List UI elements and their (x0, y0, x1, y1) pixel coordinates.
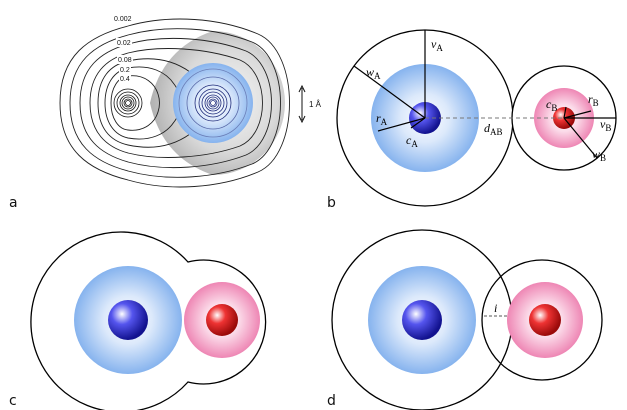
panel-label-c: c (9, 393, 17, 409)
panel-c-diagram (31, 232, 266, 410)
panel-label-a: a (9, 195, 18, 211)
atom-b-core (529, 304, 561, 336)
atom-a-core (108, 300, 148, 340)
contour-label-0: 0.002 (114, 16, 132, 23)
contour-label-3: 0.2 (120, 67, 130, 74)
panel-d-diagram: i (332, 230, 602, 410)
atom-a-core (402, 300, 442, 340)
left-atom-contours (114, 89, 142, 117)
contour-label-1: 0.02 (117, 40, 131, 47)
label-i: i (494, 301, 497, 315)
scale-bar: 1 Å (299, 86, 322, 122)
contour-label-4: 0.4 (120, 76, 130, 83)
atom-b-core (206, 304, 238, 336)
panel-b-diagram: wA vA rA cA dAB cB rB vB wB (337, 30, 616, 206)
scale-bar-label: 1 Å (309, 100, 322, 109)
panel-label-d: d (327, 393, 336, 409)
contour-label-2: 0.08 (118, 57, 132, 64)
panel-a-contour-plot: 0.002 0.02 0.08 0.2 0.4 1 Å (60, 14, 322, 187)
right-atom-blue-region (173, 63, 253, 143)
panel-label-b: b (327, 195, 336, 211)
